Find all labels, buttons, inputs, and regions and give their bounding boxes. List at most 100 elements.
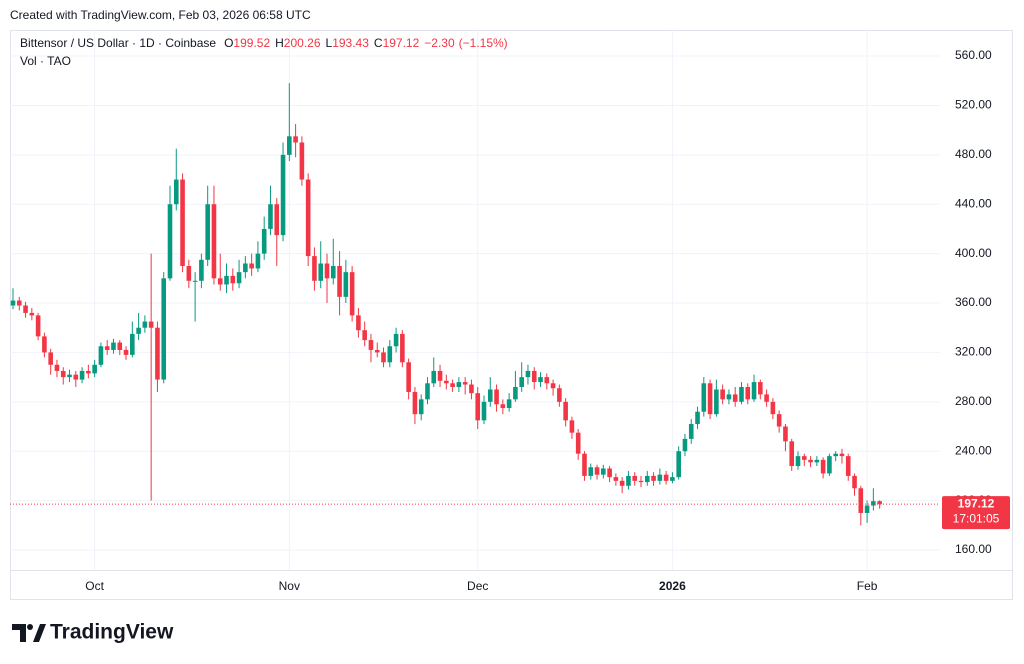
candle-body xyxy=(387,346,393,363)
candle-body xyxy=(657,474,663,481)
candle-body xyxy=(456,382,462,387)
candle-body xyxy=(35,315,41,337)
candle-body xyxy=(858,488,864,513)
candle-body xyxy=(217,278,223,285)
candle-body xyxy=(255,253,261,269)
candle-body xyxy=(393,333,399,347)
candle-body xyxy=(67,374,72,378)
legend: Bittensor / US Dollar · 1D · Coinbase O19… xyxy=(20,36,508,50)
candle-body xyxy=(199,259,204,281)
candle-body xyxy=(814,459,820,463)
candle-body xyxy=(776,414,782,427)
candle-body xyxy=(305,179,311,257)
legend-item-label: L xyxy=(326,36,333,50)
candle-body xyxy=(469,384,474,394)
candle-body xyxy=(732,394,738,402)
candle-body xyxy=(770,401,776,415)
candle-body xyxy=(544,377,550,384)
candle-body xyxy=(111,342,116,350)
candle-body xyxy=(431,370,437,384)
candle-body xyxy=(29,312,35,316)
candle-body xyxy=(638,480,644,483)
y-tick-label: 360.00 xyxy=(955,295,992,309)
candle-body xyxy=(720,389,725,400)
candle-body xyxy=(418,399,424,415)
y-tick-label: 480.00 xyxy=(955,147,992,161)
candle-body xyxy=(92,364,97,374)
candle-body xyxy=(362,330,367,341)
candle-body xyxy=(98,346,104,365)
candle-body xyxy=(695,411,700,425)
candle-body xyxy=(575,432,581,454)
candle-body xyxy=(563,401,568,421)
x-tick-label: Nov xyxy=(279,579,300,593)
candle-body xyxy=(877,501,882,505)
candle-body xyxy=(54,364,60,371)
candle-body xyxy=(676,451,681,478)
candle-body xyxy=(73,374,79,380)
countdown-label: 17:01:05 xyxy=(953,511,1000,525)
candle-body xyxy=(79,370,85,380)
candle-body xyxy=(513,386,518,400)
x-tick-label: 2026 xyxy=(659,579,686,593)
candle-body xyxy=(864,505,870,513)
candle-body xyxy=(117,342,123,350)
candle-body xyxy=(16,300,22,306)
y-tick-label: 440.00 xyxy=(955,196,992,210)
candle-body xyxy=(224,275,229,285)
candle-body xyxy=(412,391,418,415)
candle-body xyxy=(374,349,380,353)
candle-body xyxy=(42,336,47,353)
candle-body xyxy=(588,467,594,476)
candle-body xyxy=(739,386,744,402)
candle-body xyxy=(167,204,173,279)
candle-body xyxy=(205,204,210,260)
candle-body xyxy=(287,136,292,155)
candle-body xyxy=(400,333,405,363)
candle-body xyxy=(688,424,694,439)
candle-body xyxy=(531,370,537,383)
candle-body xyxy=(601,468,606,475)
candle-body xyxy=(268,204,273,229)
candle-body xyxy=(142,321,148,328)
candle-body xyxy=(663,474,669,481)
candle-body xyxy=(161,278,167,380)
candle-body xyxy=(845,456,851,476)
last-price-label: 197.12 xyxy=(958,496,995,510)
candle-body xyxy=(299,142,305,180)
y-tick-label: 400.00 xyxy=(955,246,992,260)
candle-body xyxy=(701,383,707,412)
candle-body xyxy=(852,475,857,489)
candle-body xyxy=(312,256,317,281)
tradingview-logo xyxy=(12,624,46,642)
created-note: Created with TradingView.com, Feb 03, 20… xyxy=(10,8,311,22)
candle-body xyxy=(462,382,468,385)
candle-body xyxy=(186,265,192,281)
x-tick-label: Dec xyxy=(467,579,488,593)
x-tick-label: Feb xyxy=(857,579,878,593)
candle-body xyxy=(550,383,556,389)
last-price-tag xyxy=(942,496,1010,530)
candle-body xyxy=(619,480,625,486)
candle-body xyxy=(173,179,179,205)
candle-body xyxy=(280,154,286,236)
candle-body xyxy=(745,386,751,400)
candle-body xyxy=(487,389,493,402)
legend-item-value: 199.52 xyxy=(233,36,270,50)
candle-body xyxy=(330,265,336,279)
candle-body xyxy=(444,380,449,384)
candle-body xyxy=(148,321,154,328)
candle-body xyxy=(582,453,587,476)
candle-body xyxy=(450,383,455,387)
legend-item-label: C xyxy=(374,36,383,50)
candle-body xyxy=(613,477,619,481)
candle-body xyxy=(808,459,813,463)
candle-body xyxy=(243,263,248,273)
candle-body xyxy=(343,272,349,297)
legend-change-percent: (−1.15%) xyxy=(459,36,508,50)
candle-body xyxy=(136,327,141,334)
candle-body xyxy=(839,453,845,457)
candle-body xyxy=(437,370,443,381)
candle-body xyxy=(249,263,254,269)
